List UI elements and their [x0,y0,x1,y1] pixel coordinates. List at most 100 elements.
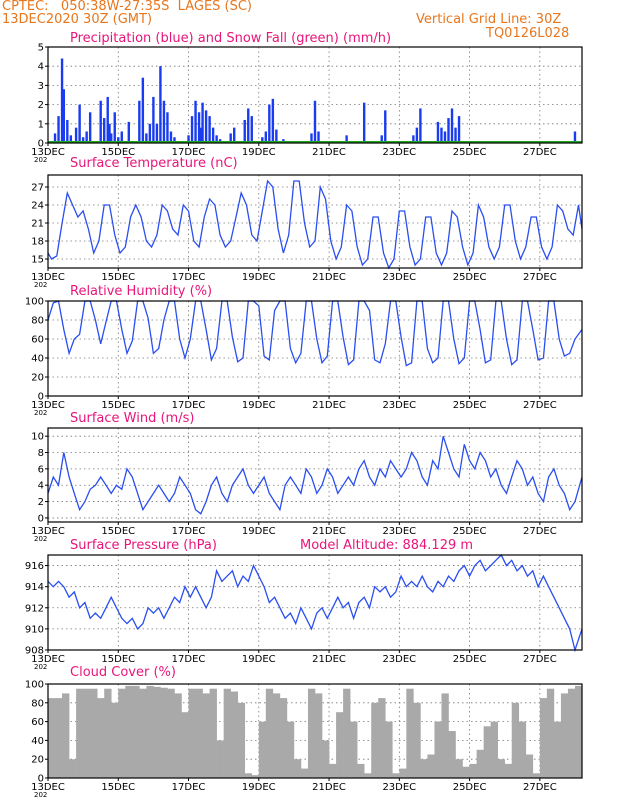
precip-bar [268,104,271,143]
precip-bar [215,135,218,143]
x-tick-label: 17DEC [172,526,206,537]
pressure-title: Surface Pressure (hPa) [70,538,217,553]
cloud-bar [293,759,302,778]
header-grid-note: Vertical Grid Line: 30Z [416,12,562,27]
precip-bar [313,100,317,143]
cloud-bar [90,688,98,778]
cloud-bar [462,766,470,778]
cloud-bar [525,754,534,778]
temp-panel: 15 18 21 24 27 13DEC 15DEC 17DEC 19DEC 21DEC 23DEC… [31,156,583,289]
cloud-bar [83,688,91,778]
wind-line [47,435,583,515]
cloud-bar [371,702,379,778]
y-tick-label: 8 [38,448,44,459]
x-tick-label: 27DEC [523,654,557,665]
y-tick-label: 80 [31,316,44,327]
precip-bar [187,135,190,143]
precip-bar [250,116,253,143]
cloud-bar [244,773,253,778]
cloud-bar [455,759,463,778]
precip-bar [345,135,348,143]
precip-bar [261,137,264,143]
cloud-bar [329,763,337,778]
x-tick-label: 15DEC [101,526,135,537]
y-tick-label: 100 [25,680,44,691]
y-tick-label: 2 [38,497,44,508]
cloud-bar [230,691,239,778]
y-tick-label: 4 [38,481,44,492]
cloud-bar [181,712,189,778]
x-year-label: 202 [34,409,47,417]
temp-title: Surface Temperature (nC) [70,156,238,171]
cloud-bar [511,702,520,778]
precip-bar [74,127,78,143]
temp-frame [47,174,583,269]
precip-bar [229,133,232,143]
wind-panel: 0 2 4 6 8 10 13DEC 15DEC 17DEC 19DEC 21DEC 23DEC 25D… [31,411,583,543]
precip-bar [190,116,194,143]
cloud-bar [413,702,421,778]
cloud-bar [258,721,267,778]
rh-title: Relative Humidity (%) [70,284,212,299]
x-tick-label: 27DEC [523,782,557,793]
y-tick-label: 80 [31,698,44,709]
x-tick-label: 19DEC [242,526,276,537]
x-tick-label: 15DEC [101,272,135,283]
precip-bar [415,127,419,143]
precip-bar [155,123,159,143]
precip-bar [317,131,320,143]
x-tick-label: 23DEC [382,526,416,537]
precip-bar [204,110,208,143]
temp-line [47,179,583,270]
cloud-bar [399,768,407,778]
y-tick-label: 18 [31,237,44,248]
cloud-bar [546,688,555,778]
cloud-bar [118,688,126,778]
precip-bar [99,100,102,143]
x-tick-label: 21DEC [312,147,346,158]
precip-bar [60,58,64,143]
wind-title: Surface Wind (m/s) [70,411,194,426]
cloud-bar [448,731,456,778]
precip-bar [57,116,60,143]
x-tick-label: 27DEC [523,526,557,537]
cloud-bar [469,763,477,778]
x-tick-label: 15DEC [101,654,135,665]
cloud-bar [300,768,309,778]
cloud-bar [420,759,428,778]
x-tick-label: 23DEC [382,147,416,158]
y-tick-label: 100 [25,297,44,308]
precip-bar [199,127,203,143]
precip-bar [573,131,577,143]
precip-bar [145,133,148,143]
cloud-bar [104,688,112,778]
precip-bar [152,96,155,143]
precip-bar [380,135,383,143]
cloud-bar [336,712,344,778]
y-tick-label: 0 [38,774,44,785]
x-tick-label: 15DEC [101,782,135,793]
precip-bar [62,89,66,143]
cloud-bar [307,688,316,778]
precip-bar [271,98,275,143]
precip-bar [166,112,169,143]
precip-bar [88,112,92,143]
precip-bar [419,108,422,143]
precip-panel: 0 1 2 3 4 5 13DEC 15DEC 17DEC 19DEC 21DEC 23DEC 25DE… [31,31,583,164]
y-tick-label: 0 [38,513,44,524]
rh-line [47,300,583,367]
precip-frame [47,46,583,144]
precip-bar [53,133,57,143]
x-tick-label: 13DEC [31,272,65,283]
cloud-bar [62,693,70,778]
x-tick-label: 23DEC [382,272,416,283]
cloud-bar [483,726,491,778]
x-tick-label: 27DEC [523,147,557,158]
precip-bar [69,135,73,143]
y-tick-label: 916 [25,561,44,572]
x-tick-label: 27DEC [523,400,557,411]
cloud-bar [202,693,210,778]
cloud-bar [286,721,295,778]
x-tick-label: 13DEC [31,526,65,537]
precip-bar [85,131,88,143]
